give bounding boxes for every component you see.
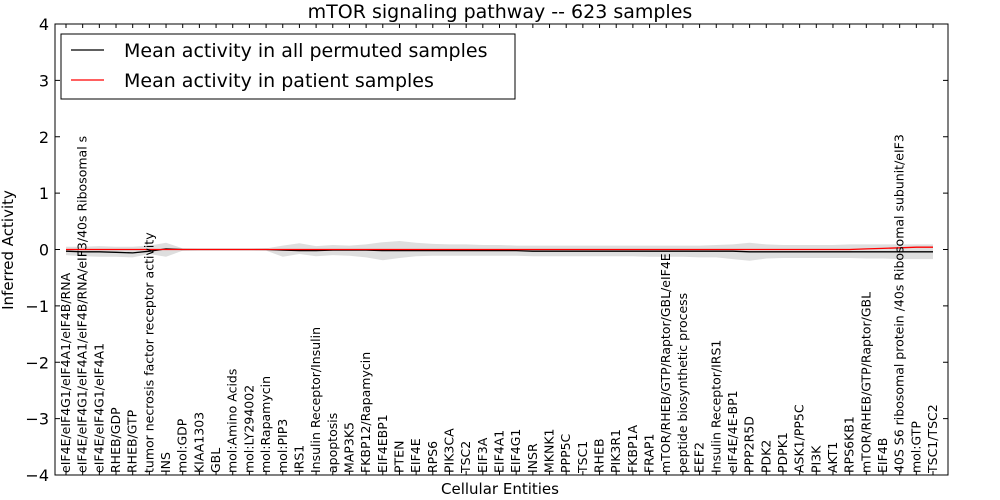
x-category-label: EIF3A (475, 437, 490, 473)
x-category-label: mol:GTP (908, 421, 923, 473)
x-category-label: ASK1/PP5C (792, 404, 807, 473)
x-category-label: apoptosis (325, 413, 340, 473)
x-category-label: PDPK1 (775, 432, 790, 473)
y-tick-label: 2 (39, 128, 49, 147)
y-axis: −4 −3 −2 −1 0 1 2 3 4 (25, 15, 948, 485)
x-category-label: eIF4E/4E-BP1 (725, 390, 740, 473)
x-category-label: RHEB (592, 438, 607, 473)
x-category-label: mol:Rapamycin (258, 376, 273, 473)
x-category-label: mTOR/RHEB/GTP/Raptor/GBL (858, 292, 873, 473)
y-tick-label: −4 (25, 466, 49, 485)
x-category-label: 40S S6 ribosomal protein /40s Ribosomal … (892, 134, 907, 473)
x-category-label: eIF4E/eIF4G1/eIF4A1/eIF4B/RNA/eIF3/40s R… (75, 136, 90, 473)
x-category-label: PPP5C (558, 433, 573, 473)
series-layer (65, 246, 933, 254)
x-category-label: PTEN (391, 441, 406, 473)
y-tick-label: 0 (39, 241, 49, 260)
x-category-label: EIF4B (875, 438, 890, 473)
x-category-label: MKNK1 (542, 429, 557, 473)
x-category-label: EEF2 (692, 442, 707, 473)
legend: Mean activity in all permuted samples Me… (60, 33, 516, 100)
x-category-label: RPS6 (425, 441, 440, 473)
x-category-label: PIK3CA (441, 428, 456, 473)
x-category-label: GBL (208, 448, 223, 473)
x-category-label: PIK3R1 (608, 429, 623, 473)
x-category-label: TSC2 (458, 441, 473, 474)
x-category-label: mol:Amino Acids (225, 369, 240, 473)
x-category-label: RHEB/GTP (125, 409, 140, 473)
x-category-label: Insulin Receptor/Insulin (308, 327, 323, 473)
y-tick-label: 3 (39, 71, 49, 90)
y-tick-label: −2 (25, 353, 49, 372)
x-category-label: FKBP1A (625, 425, 640, 473)
chart-title: mTOR signaling pathway -- 623 samples (308, 1, 693, 23)
x-category-label: KIAA1303 (191, 412, 206, 473)
y-tick-label: 1 (39, 184, 49, 203)
x-category-label: FRAP1 (642, 434, 657, 473)
y-tick-label: 4 (39, 15, 49, 34)
x-category-label: eIF4E/eIF4G1/eIF4A1/eIF4B/RNA (58, 272, 73, 473)
x-category-label: EIF4A1 (492, 430, 507, 473)
x-axis: eIF4E/eIF4G1/eIF4A1/eIF4B/RNA eIF4E/eIF4G… (58, 24, 940, 475)
x-category-label: Insulin Receptor/IRS1 (708, 340, 723, 473)
legend-label-patient: Mean activity in patient samples (124, 70, 434, 92)
x-category-label: AKT1 (825, 442, 840, 473)
x-category-label: eIF4E/eIF4G1/eIF4A1 (91, 343, 106, 473)
x-axis-label: Cellular Entities (441, 480, 559, 498)
x-category-label: mol:LY294002 (241, 385, 256, 473)
x-category-label: EIF4E (408, 438, 423, 473)
legend-box (60, 33, 516, 100)
x-category-label: RPS6KB1 (842, 416, 857, 473)
x-category-label: INS (158, 452, 173, 473)
x-category-label: mol:GDP (175, 418, 190, 473)
x-category-label: EIF4EBP1 (375, 414, 390, 473)
x-category-label: TSC1/TSC2 (925, 404, 940, 474)
y-tick-label: −3 (25, 410, 49, 429)
legend-label-permuted: Mean activity in all permuted samples (124, 40, 487, 62)
x-category-label: FKBP12/Rapamycin (358, 352, 373, 473)
series-line-patient (66, 246, 933, 251)
x-category-label: peptide biosynthetic process (675, 293, 690, 473)
x-category-label: PI3K (808, 445, 823, 473)
x-category-label: mTOR/RHEB/GTP/Raptor/GBL/eIF4E (658, 253, 673, 473)
x-category-label: IRS1 (291, 445, 306, 473)
x-category-label: EIF4G1 (508, 429, 523, 473)
x-category-label: PDK2 (758, 440, 773, 473)
x-category-label: PPP2R5D (742, 416, 757, 473)
x-category-label: MAP3K5 (341, 422, 356, 473)
x-category-label: INSR (525, 443, 540, 473)
x-category-label: tumor necrosis factor receptor activity (141, 232, 156, 473)
x-category-label: RHEB/GDP (108, 407, 123, 473)
x-category-label: TSC1 (575, 441, 590, 474)
x-category-label: mol:PIP3 (275, 419, 290, 473)
y-axis-label: Inferred Activity (0, 190, 17, 310)
y-tick-label: −1 (25, 297, 49, 316)
